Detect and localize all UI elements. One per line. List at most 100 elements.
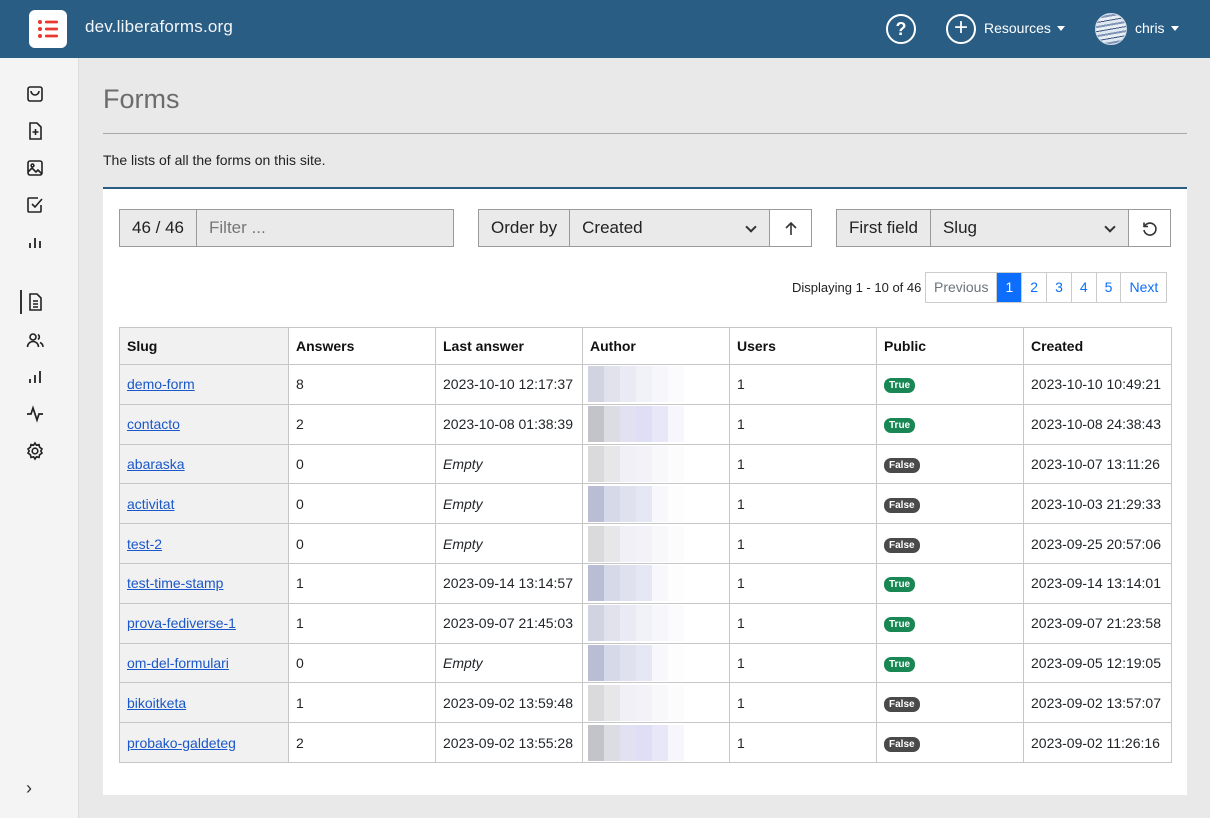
form-slug-link[interactable]: test-time-stamp — [127, 575, 224, 592]
sidebar: › — [0, 58, 79, 818]
next-page-button[interactable]: Next — [1121, 273, 1167, 302]
gear-icon[interactable] — [25, 441, 45, 461]
arrow-up-icon — [785, 221, 797, 235]
column-header-slug[interactable]: Slug — [119, 327, 289, 365]
list-logo-icon — [38, 20, 58, 38]
site-name[interactable]: dev.liberaforms.org — [85, 17, 234, 36]
column-header-answers[interactable]: Answers — [288, 327, 436, 365]
answers-cell: 1 — [288, 682, 436, 724]
created-cell: 2023-10-10 10:49:21 — [1023, 364, 1172, 405]
form-slug-link[interactable]: om-del-formulari — [127, 654, 229, 671]
file-plus-icon[interactable] — [25, 121, 45, 141]
previous-page-button[interactable]: Previous — [926, 273, 998, 302]
answers-cell: 8 — [288, 364, 436, 405]
column-header-last-answer[interactable]: Last answer — [435, 327, 583, 365]
slug-cell: test-time-stamp — [119, 562, 289, 604]
page-button-1[interactable]: 1 — [997, 273, 1023, 302]
author-cell — [582, 562, 730, 604]
logo[interactable] — [29, 10, 67, 48]
users-cell: 1 — [729, 443, 877, 485]
form-slug-link[interactable]: prova-fediverse-1 — [127, 615, 236, 632]
slug-cell: prova-fediverse-1 — [119, 602, 289, 644]
expand-sidebar-icon[interactable]: › — [26, 778, 32, 798]
page-description: The lists of all the forms on this site. — [103, 152, 326, 168]
answers-cell: 0 — [288, 523, 436, 564]
public-badge: True — [884, 418, 916, 434]
created-cell: 2023-09-14 13:14:01 — [1023, 562, 1172, 604]
author-cell — [582, 722, 730, 763]
page-button-5[interactable]: 5 — [1096, 273, 1122, 302]
users-icon[interactable] — [25, 330, 45, 350]
public-cell: False — [876, 483, 1024, 525]
redacted-author — [588, 565, 684, 602]
order-by-label: Order by — [479, 210, 571, 246]
last-answer-cell: 2023-09-02 13:55:28 — [435, 722, 583, 763]
table-row: test-2 0 Empty 1 False 2023-09-25 20:57:06 — [119, 523, 1172, 564]
author-cell — [582, 642, 730, 684]
public-badge: True — [884, 656, 916, 672]
public-badge: True — [884, 617, 916, 633]
table-row: om-del-formulari 0 Empty 1 True 2023-09-05 12… — [119, 642, 1172, 684]
last-answer-cell: 2023-10-10 12:17:37 — [435, 364, 583, 405]
shopping-bag-icon[interactable] — [25, 84, 45, 104]
public-badge: False — [884, 537, 920, 553]
filter-group: 46 / 46 Filter ... — [119, 209, 454, 247]
form-slug-link[interactable]: contacto — [127, 416, 180, 433]
answers-cell: 1 — [288, 602, 436, 644]
bar-chart-icon[interactable] — [25, 367, 45, 387]
file-text-icon[interactable] — [25, 292, 45, 312]
form-slug-link[interactable]: bikoitketa — [127, 694, 187, 711]
public-badge: False — [884, 457, 920, 473]
public-cell: True — [876, 364, 1024, 405]
redacted-author — [588, 406, 684, 443]
users-cell: 1 — [729, 722, 877, 763]
avatar — [1095, 13, 1127, 45]
public-cell: False — [876, 443, 1024, 485]
users-cell: 1 — [729, 483, 877, 525]
reset-button[interactable] — [1128, 210, 1170, 246]
form-slug-link[interactable]: abaraska — [127, 455, 185, 472]
redacted-author — [588, 684, 684, 721]
column-header-public[interactable]: Public — [876, 327, 1024, 365]
order-by-select[interactable]: Created — [570, 210, 769, 246]
created-cell: 2023-10-08 24:38:43 — [1023, 403, 1172, 445]
column-header-created[interactable]: Created — [1023, 327, 1172, 365]
form-slug-link[interactable]: probako-galdeteg — [127, 734, 236, 751]
author-cell — [582, 483, 730, 525]
table-row: contacto 2 2023-10-08 01:38:39 1 True 2023-10… — [119, 403, 1172, 445]
forms-card: 46 / 46 Filter ... Order by Created Firs… — [103, 187, 1187, 795]
sort-ascending-button[interactable] — [769, 210, 811, 246]
slug-cell: contacto — [119, 403, 289, 445]
order-by-group: Order by Created — [478, 209, 812, 247]
first-field-select[interactable]: Slug — [930, 210, 1128, 246]
top-navbar: dev.liberaforms.org ? + Resources chris — [0, 0, 1210, 58]
user-name: chris — [1135, 20, 1165, 36]
filter-input[interactable]: Filter ... — [197, 210, 453, 246]
column-header-users[interactable]: Users — [729, 327, 877, 365]
public-badge: True — [884, 577, 916, 593]
author-cell — [582, 403, 730, 445]
bar-chart-icon[interactable] — [25, 232, 45, 252]
column-header-author[interactable]: Author — [582, 327, 730, 365]
pagination-info: Displaying 1 - 10 of 46 — [792, 280, 922, 295]
redacted-author — [588, 366, 684, 403]
form-slug-link[interactable]: test-2 — [127, 535, 163, 552]
activity-icon[interactable] — [25, 404, 45, 424]
created-cell: 2023-09-02 11:26:16 — [1023, 722, 1172, 763]
page-button-4[interactable]: 4 — [1071, 273, 1097, 302]
page-button-2[interactable]: 2 — [1022, 273, 1048, 302]
answers-cell: 2 — [288, 403, 436, 445]
redacted-author — [588, 605, 684, 642]
form-slug-link[interactable]: demo-form — [127, 376, 195, 393]
table-header-row: Slug Answers Last answer Author Users Pu… — [119, 327, 1172, 365]
help-icon[interactable]: ? — [886, 14, 916, 44]
author-cell — [582, 602, 730, 644]
page-button-3[interactable]: 3 — [1047, 273, 1072, 302]
form-slug-link[interactable]: activitat — [127, 495, 175, 512]
redacted-author — [588, 644, 684, 681]
slug-cell: om-del-formulari — [119, 642, 289, 684]
public-badge: False — [884, 696, 920, 712]
check-square-icon[interactable] — [25, 195, 45, 215]
users-cell: 1 — [729, 602, 877, 644]
image-icon[interactable] — [25, 158, 45, 178]
